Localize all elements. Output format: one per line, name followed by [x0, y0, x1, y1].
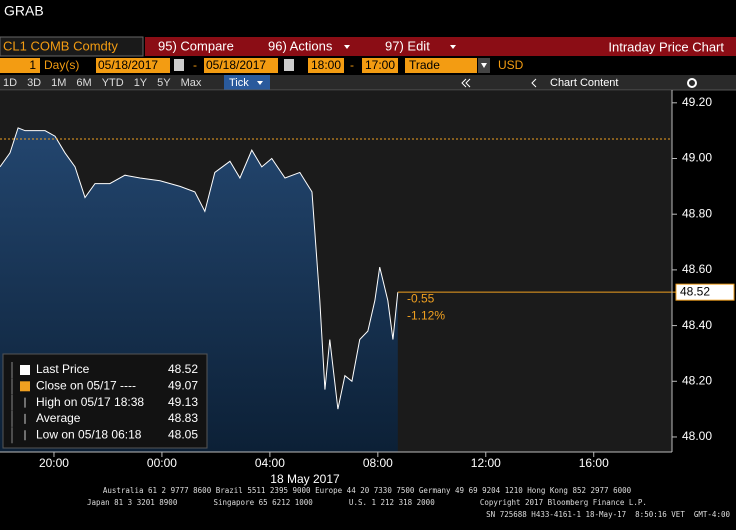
security: CL1 COMB Comdty	[3, 38, 118, 53]
legend-label: Close on 05/17 ----	[36, 378, 136, 392]
legend-label: Low on 05/18 06:18	[36, 427, 142, 441]
panel-title: Intraday Price Chart	[608, 39, 724, 54]
y-tick-label: 48.40	[682, 318, 712, 332]
period-count: 1	[29, 58, 36, 72]
range-button[interactable]: 3D	[27, 77, 41, 89]
dropdown-arrow	[450, 45, 456, 49]
price-line	[0, 127, 399, 410]
legend-swatch	[20, 381, 30, 392]
legend-swatch	[20, 365, 30, 375]
end-time: 17:00	[365, 58, 395, 72]
range-button[interactable]: 6M	[76, 77, 91, 89]
change-pct: -1.12%	[407, 308, 445, 322]
settings-icon[interactable]	[687, 78, 697, 88]
field-box[interactable]	[96, 58, 170, 73]
range-button[interactable]: 1D	[3, 77, 17, 89]
legend-label: High on 05/17 18:38	[36, 395, 144, 409]
legend-value: 48.83	[168, 411, 198, 425]
period-unit: Day(s)	[44, 58, 79, 72]
x-tick-label: 20:00	[39, 456, 69, 470]
tick-button[interactable]	[224, 75, 270, 90]
x-tick-label: 12:00	[471, 456, 501, 470]
y-tick-label: 49.00	[682, 151, 712, 165]
calendar-icon[interactable]	[284, 59, 294, 71]
y-tick-label: 48.60	[682, 262, 712, 276]
footer-line: Australia 61 2 9777 8600 Brazil 5511 239…	[103, 486, 632, 495]
range-button[interactable]: 1M	[51, 77, 66, 89]
end-date: 05/18/2017	[206, 58, 266, 72]
dropdown-arrow	[257, 81, 263, 85]
dropdown-arrow	[481, 63, 487, 68]
y-tick-label: 48.20	[682, 373, 712, 387]
chart-content[interactable]: Chart Content	[550, 77, 618, 89]
calendar-icon[interactable]	[174, 59, 184, 71]
legend-value: 49.07	[168, 378, 198, 392]
range-button[interactable]: YTD	[102, 77, 124, 89]
legend-label: Average	[36, 411, 81, 425]
x-tick-label: 08:00	[363, 456, 393, 470]
edit-button[interactable]: 97) Edit	[385, 38, 430, 53]
legend-value: 48.52	[168, 362, 198, 376]
toolbar	[0, 75, 736, 90]
collapse-icon[interactable]	[531, 78, 537, 88]
change: -0.55	[407, 291, 435, 305]
field-box[interactable]	[308, 58, 344, 73]
field-box[interactable]	[362, 58, 398, 73]
legend-box	[2, 353, 208, 449]
security-box[interactable]	[0, 36, 144, 57]
collapse-icon[interactable]	[461, 78, 467, 88]
y-tick-label: 49.20	[682, 95, 712, 109]
field-box[interactable]	[0, 58, 40, 73]
collapse-icon[interactable]	[465, 78, 471, 88]
last-price-box	[675, 283, 735, 301]
x-tick-label: 04:00	[255, 456, 285, 470]
legend-value: 49.13	[168, 395, 198, 409]
y-tick-label: 48.80	[682, 206, 712, 220]
window-title: GRAB	[4, 3, 44, 19]
field: Trade	[409, 58, 440, 72]
footer-line: Japan 81 3 3201 8900 Singapore 65 6212 1…	[87, 498, 647, 507]
footer-line: SN 725688 H433-4161-1 18-May-17 8:50:16 …	[486, 510, 730, 519]
compare-button[interactable]: 95) Compare	[158, 38, 234, 53]
range-button[interactable]: 1Y	[134, 77, 148, 89]
legend-label: Last Price	[36, 362, 90, 376]
range-button[interactable]: Max	[181, 77, 202, 89]
y-tick-label: 48.00	[682, 429, 712, 443]
tick-mode: Tick	[229, 77, 249, 89]
x-axis-title: 18 May 2017	[270, 472, 340, 486]
separator: -	[193, 58, 197, 72]
actions-button[interactable]: 96) Actions	[268, 38, 333, 53]
currency: USD	[498, 58, 524, 72]
dropdown-arrow	[344, 45, 350, 49]
menu-bar	[145, 37, 736, 56]
start-time: 18:00	[311, 58, 341, 72]
field-box[interactable]	[405, 58, 477, 73]
field-box[interactable]	[204, 58, 278, 73]
x-tick-label: 00:00	[147, 456, 177, 470]
start-date: 05/18/2017	[98, 58, 158, 72]
legend-value: 48.05	[168, 427, 198, 441]
x-tick-label: 16:00	[579, 456, 609, 470]
last-price-label: 48.52	[680, 284, 710, 298]
separator: -	[350, 58, 354, 72]
range-button[interactable]: 5Y	[157, 77, 171, 89]
